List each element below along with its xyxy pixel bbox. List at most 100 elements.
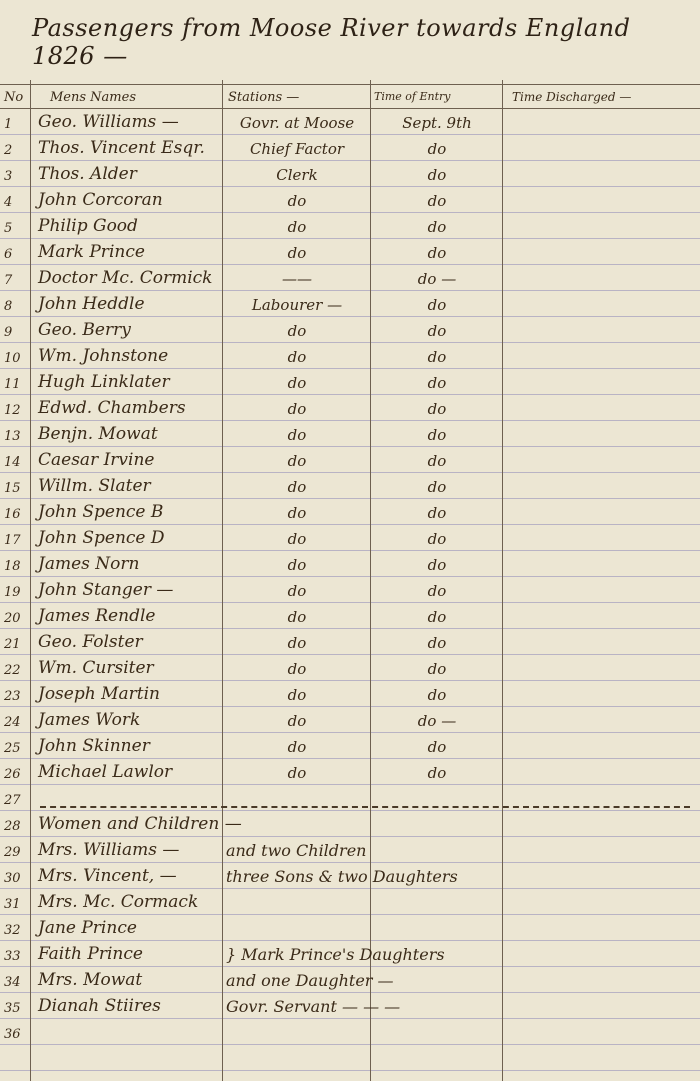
passenger-name: Mrs. Williams — [38, 840, 180, 860]
table-row: 25 John Skinner do do [0, 733, 700, 759]
row-number: 11 [4, 377, 21, 392]
row-number: 3 [4, 169, 13, 184]
table-row: 3 Thos. Alder Clerk do [0, 161, 700, 187]
row-number: 17 [4, 533, 21, 548]
passenger-station: do [287, 374, 307, 392]
passenger-note: } Mark Prince's Daughters [226, 945, 445, 964]
table-row: 21 Geo. Folster do do [0, 629, 700, 655]
time-of-entry: do — [417, 270, 457, 288]
passenger-note: and two Children [226, 841, 367, 860]
passenger-name: Michael Lawlor [38, 762, 173, 782]
table-row: 24 James Work do do — [0, 707, 700, 733]
passenger-station: do [287, 452, 307, 470]
passenger-station: do [287, 400, 307, 418]
passenger-name: Geo. Williams — [38, 112, 179, 132]
passenger-name: Wm. Johnstone [38, 346, 169, 366]
passenger-name: Mrs. Mowat [38, 970, 143, 990]
passenger-station: Clerk [276, 166, 318, 184]
table-row: 22 Wm. Cursiter do do [0, 655, 700, 681]
row-number: 12 [4, 403, 21, 418]
table-row: 29 Mrs. Williams — and two Children [0, 837, 700, 863]
row-number: 32 [4, 923, 21, 938]
header-time-entry: Time of Entry [374, 90, 451, 103]
row-number: 29 [4, 845, 21, 860]
row-number: 23 [4, 689, 21, 704]
row-number: 22 [4, 663, 21, 678]
table-row: 23 Joseph Martin do do [0, 681, 700, 707]
passenger-station: do [287, 738, 307, 756]
row-number: 10 [4, 351, 21, 366]
passenger-station: do [287, 348, 307, 366]
column-rule [30, 80, 31, 1081]
header-top-rule [0, 84, 700, 85]
time-of-entry: do [427, 504, 447, 522]
time-of-entry: do [427, 764, 447, 782]
time-of-entry: do [427, 478, 447, 496]
passenger-station: do [287, 530, 307, 548]
passenger-name: Mrs. Vincent, — [38, 866, 177, 886]
passenger-note: three Sons & two Daughters [226, 867, 458, 886]
table-row: 35 Dianah Stiires Govr. Servant — — — [0, 993, 700, 1019]
row-number: 26 [4, 767, 21, 782]
passenger-note: Govr. Servant — — — [226, 997, 401, 1016]
row-number: 19 [4, 585, 21, 600]
time-of-entry: do [427, 296, 447, 314]
table-row: 28 Women and Children — [0, 811, 700, 837]
row-number: 25 [4, 741, 21, 756]
time-of-entry: do — [417, 712, 457, 730]
time-of-entry: do [427, 218, 447, 236]
passenger-station: do [287, 764, 307, 782]
passenger-name: John Corcoran [38, 190, 163, 210]
passenger-name: Hugh Linklater [38, 372, 170, 392]
passenger-name: Women and Children — [38, 814, 242, 834]
header-stations: Stations — [228, 90, 300, 105]
passenger-station: do [287, 426, 307, 444]
table-row: 31 Mrs. Mc. Cormack [0, 889, 700, 915]
passenger-station: Govr. at Moose [239, 114, 355, 132]
column-rule [502, 80, 503, 1081]
row-number: 5 [4, 221, 13, 236]
row-number: 4 [4, 195, 13, 210]
column-rule [370, 80, 371, 1081]
separator-dashes [40, 806, 690, 808]
table-row: 34 Mrs. Mowat and one Daughter — [0, 967, 700, 993]
row-number: 34 [4, 975, 21, 990]
passenger-name: John Spence D [38, 528, 165, 548]
passenger-name: Thos. Vincent Esqr. [38, 138, 205, 158]
passenger-station: do [287, 556, 307, 574]
passenger-note: and one Daughter — [226, 971, 394, 990]
passenger-name: Philip Good [38, 216, 138, 236]
passenger-name: Edwd. Chambers [38, 398, 186, 418]
table-row: 17 John Spence D do do [0, 525, 700, 551]
table-row: 7 Doctor Mc. Cormick —— do — [0, 265, 700, 291]
row-number: 7 [4, 273, 13, 288]
passenger-name: Mrs. Mc. Cormack [38, 892, 199, 912]
header-bottom-rule [0, 108, 700, 109]
table-row: 2 Thos. Vincent Esqr. Chief Factor do [0, 135, 700, 161]
row-number: 20 [4, 611, 21, 626]
passenger-name: Willm. Slater [38, 476, 151, 496]
passenger-name: Wm. Cursiter [38, 658, 154, 678]
table-row: 18 James Norn do do [0, 551, 700, 577]
passenger-name: John Stanger — [38, 580, 174, 600]
table-row: 8 John Heddle Labourer — do [0, 291, 700, 317]
page-top [0, 0, 700, 108]
header-no: No [4, 90, 24, 105]
passenger-name: John Heddle [38, 294, 145, 314]
passenger-name: John Skinner [38, 736, 150, 756]
row-number: 28 [4, 819, 21, 834]
page-title: Passengers from Moose River towards Engl… [32, 14, 631, 70]
row-number: 9 [4, 325, 13, 340]
table-row: 12 Edwd. Chambers do do [0, 395, 700, 421]
time-of-entry: do [427, 582, 447, 600]
time-of-entry: do [427, 686, 447, 704]
passenger-station: do [287, 322, 307, 340]
time-of-entry: do [427, 452, 447, 470]
passenger-station: do [287, 634, 307, 652]
time-of-entry: do [427, 192, 447, 210]
row-number: 35 [4, 1001, 21, 1016]
passenger-name: Jane Prince [38, 918, 137, 938]
table-row: 32 Jane Prince [0, 915, 700, 941]
row-number: 16 [4, 507, 21, 522]
